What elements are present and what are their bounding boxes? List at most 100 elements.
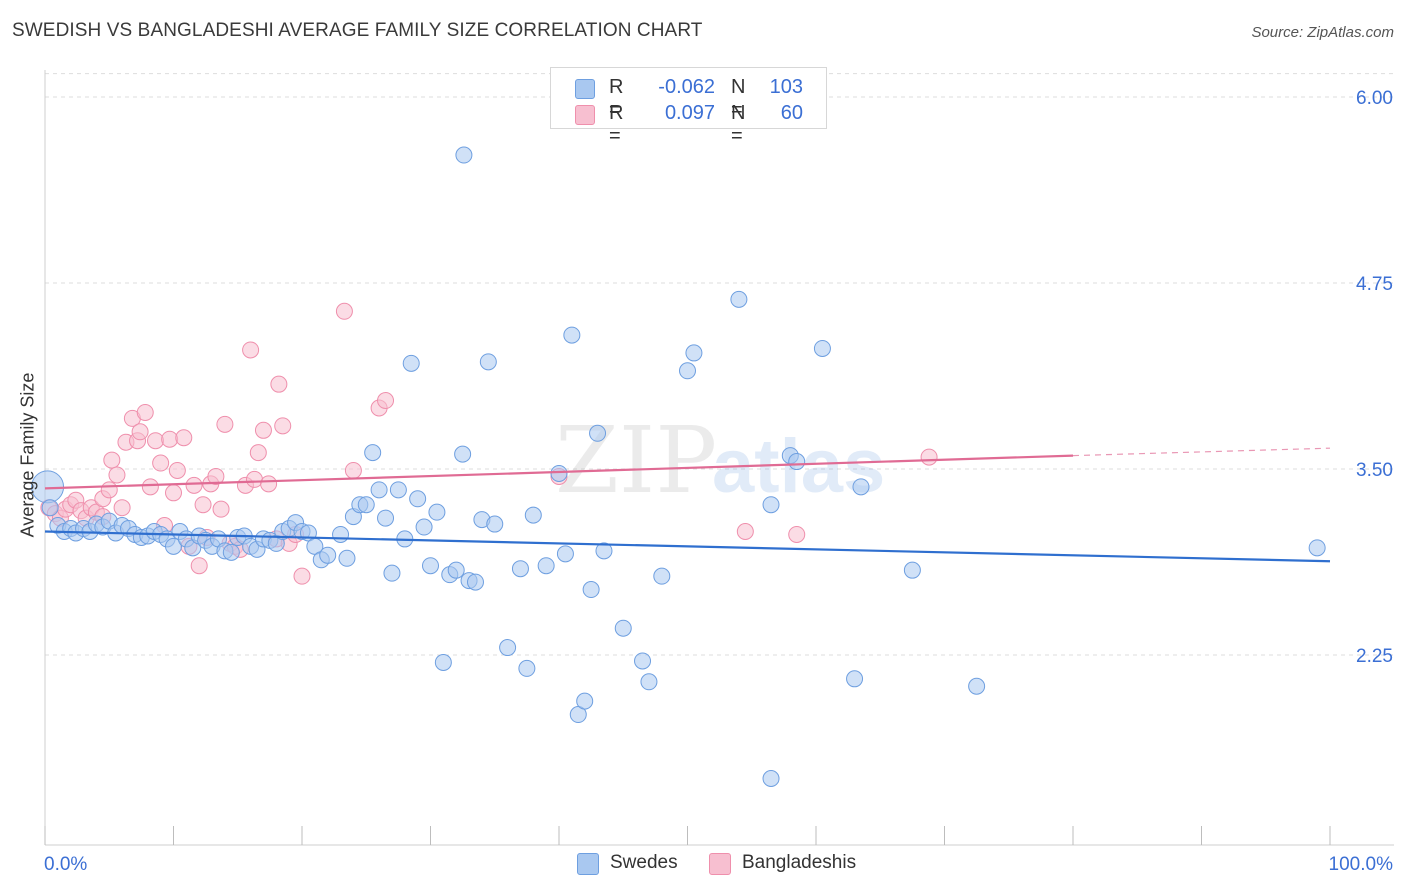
bangladeshis-point: [141, 478, 159, 496]
swedes-point: [409, 490, 427, 508]
x-tick-label-min: 0.0%: [44, 854, 87, 875]
y-axis-label: Average Family Size: [17, 372, 38, 538]
swedes-point: [455, 146, 473, 164]
watermark: ZIP atlas: [555, 407, 885, 514]
bangladeshis-point: [194, 496, 212, 514]
series-legend: Swedes Bangladeshis: [0, 851, 1406, 877]
bangladeshis-point: [152, 454, 170, 472]
bangladeshis-point: [249, 444, 267, 462]
swedes-point: [486, 515, 504, 533]
swedes-point: [653, 567, 671, 585]
n-label: N =: [731, 102, 746, 147]
swedes-point: [640, 673, 658, 691]
bangladeshis-point: [136, 403, 154, 421]
swedes-point: [589, 424, 607, 442]
swedes-point: [595, 542, 613, 560]
stats-legend: R = -0.062 N = 103 R = 0.097 N = 60: [550, 67, 827, 147]
swedes-point: [364, 444, 382, 462]
source-label: Source: ZipAtlas.com: [1251, 24, 1394, 41]
swedes-point: [466, 573, 484, 591]
swedes-point: [389, 481, 407, 499]
bangladeshis-point: [260, 475, 278, 493]
swedes-point: [479, 353, 497, 371]
chart-title: SWEDISH VS BANGLADESHI AVERAGE FAMILY SI…: [12, 20, 703, 41]
tick-labels: 2.25 3.50 4.75 6.00 0.0% 100.0%: [44, 88, 1393, 875]
swedes-point: [511, 560, 529, 578]
bangladeshis-point: [161, 430, 179, 448]
swedes-point: [762, 770, 780, 788]
bangladeshis-trend-line: [44, 454, 1074, 490]
swedes-point: [422, 557, 439, 575]
swedes-point: [415, 518, 433, 536]
swedes-point: [846, 670, 864, 688]
bangladeshis-point: [736, 522, 754, 540]
swedes-point: [524, 506, 542, 524]
grid-lines: [45, 73, 1394, 656]
bangladeshis-point: [113, 499, 131, 517]
swedes-point: [434, 653, 452, 671]
swedes-point: [537, 557, 555, 575]
bangladeshis-point: [108, 466, 126, 484]
bangladeshis-point: [274, 417, 292, 435]
swedes-point: [1308, 539, 1326, 557]
bangladeshis-point: [344, 461, 362, 479]
bangladeshis-point: [131, 423, 149, 441]
r-value: 0.097: [664, 102, 715, 124]
swedes-point: [582, 581, 600, 599]
watermark-zip: ZIP: [555, 407, 717, 514]
swedes-swatch: [575, 79, 595, 99]
bangladeshis-swatch: [575, 105, 595, 125]
swedes-point: [222, 543, 240, 561]
swedes-point: [447, 561, 465, 579]
swedes-point: [788, 453, 806, 471]
bangladeshis-point: [788, 525, 806, 543]
r-label: R =: [609, 76, 624, 121]
bangladeshis-point: [270, 375, 288, 393]
bangladeshis-point: [254, 421, 272, 439]
swedes-point: [685, 344, 703, 362]
bangladeshis-point: [207, 467, 225, 485]
swedes-swatch: [577, 853, 599, 875]
swedes-point: [165, 537, 182, 555]
swedes-point: [563, 326, 581, 344]
y-tick-label: 4.75: [1356, 274, 1393, 295]
swedes-point: [730, 290, 748, 308]
legend-label: Swedes: [610, 852, 678, 873]
swedes-point: [454, 445, 472, 463]
bangladeshis-point: [165, 484, 182, 502]
bangladeshis-point: [175, 429, 193, 447]
swedes-point: [402, 354, 420, 372]
swedes-point: [679, 362, 696, 380]
bangladeshis-point: [245, 470, 263, 488]
swedes-point: [319, 546, 337, 564]
bangladeshis-point: [212, 500, 230, 518]
n-value: 60: [780, 102, 803, 124]
bangladeshis-point: [100, 481, 118, 499]
bangladeshis-point: [190, 557, 208, 575]
swedes-point: [903, 561, 921, 579]
swedes-point: [428, 503, 446, 521]
swedes-point: [813, 339, 831, 357]
bangladeshis-point: [920, 448, 938, 466]
n-label: N =: [731, 76, 746, 121]
swedes-point: [852, 478, 870, 496]
bangladeshis-point: [377, 392, 395, 410]
swedes-point: [518, 659, 536, 677]
x-tick-label-max: 100.0%: [1329, 854, 1394, 875]
legend-label: Bangladeshis: [742, 852, 857, 873]
swedes-point: [550, 464, 568, 482]
swedes-point: [499, 639, 517, 657]
swedes-point: [968, 677, 986, 695]
swedes-point: [556, 545, 574, 563]
swedes-point: [634, 652, 652, 670]
bangladeshis-point: [242, 341, 260, 359]
swedes-trend-line: [44, 530, 1331, 563]
swedes-point: [338, 549, 356, 567]
bangladeshis-point: [185, 476, 203, 494]
y-tick-label: 3.50: [1356, 460, 1393, 481]
r-value: -0.062: [658, 76, 715, 98]
swedes-point: [383, 564, 401, 582]
swedes-point: [614, 619, 632, 637]
bangladeshis-point: [293, 567, 311, 585]
